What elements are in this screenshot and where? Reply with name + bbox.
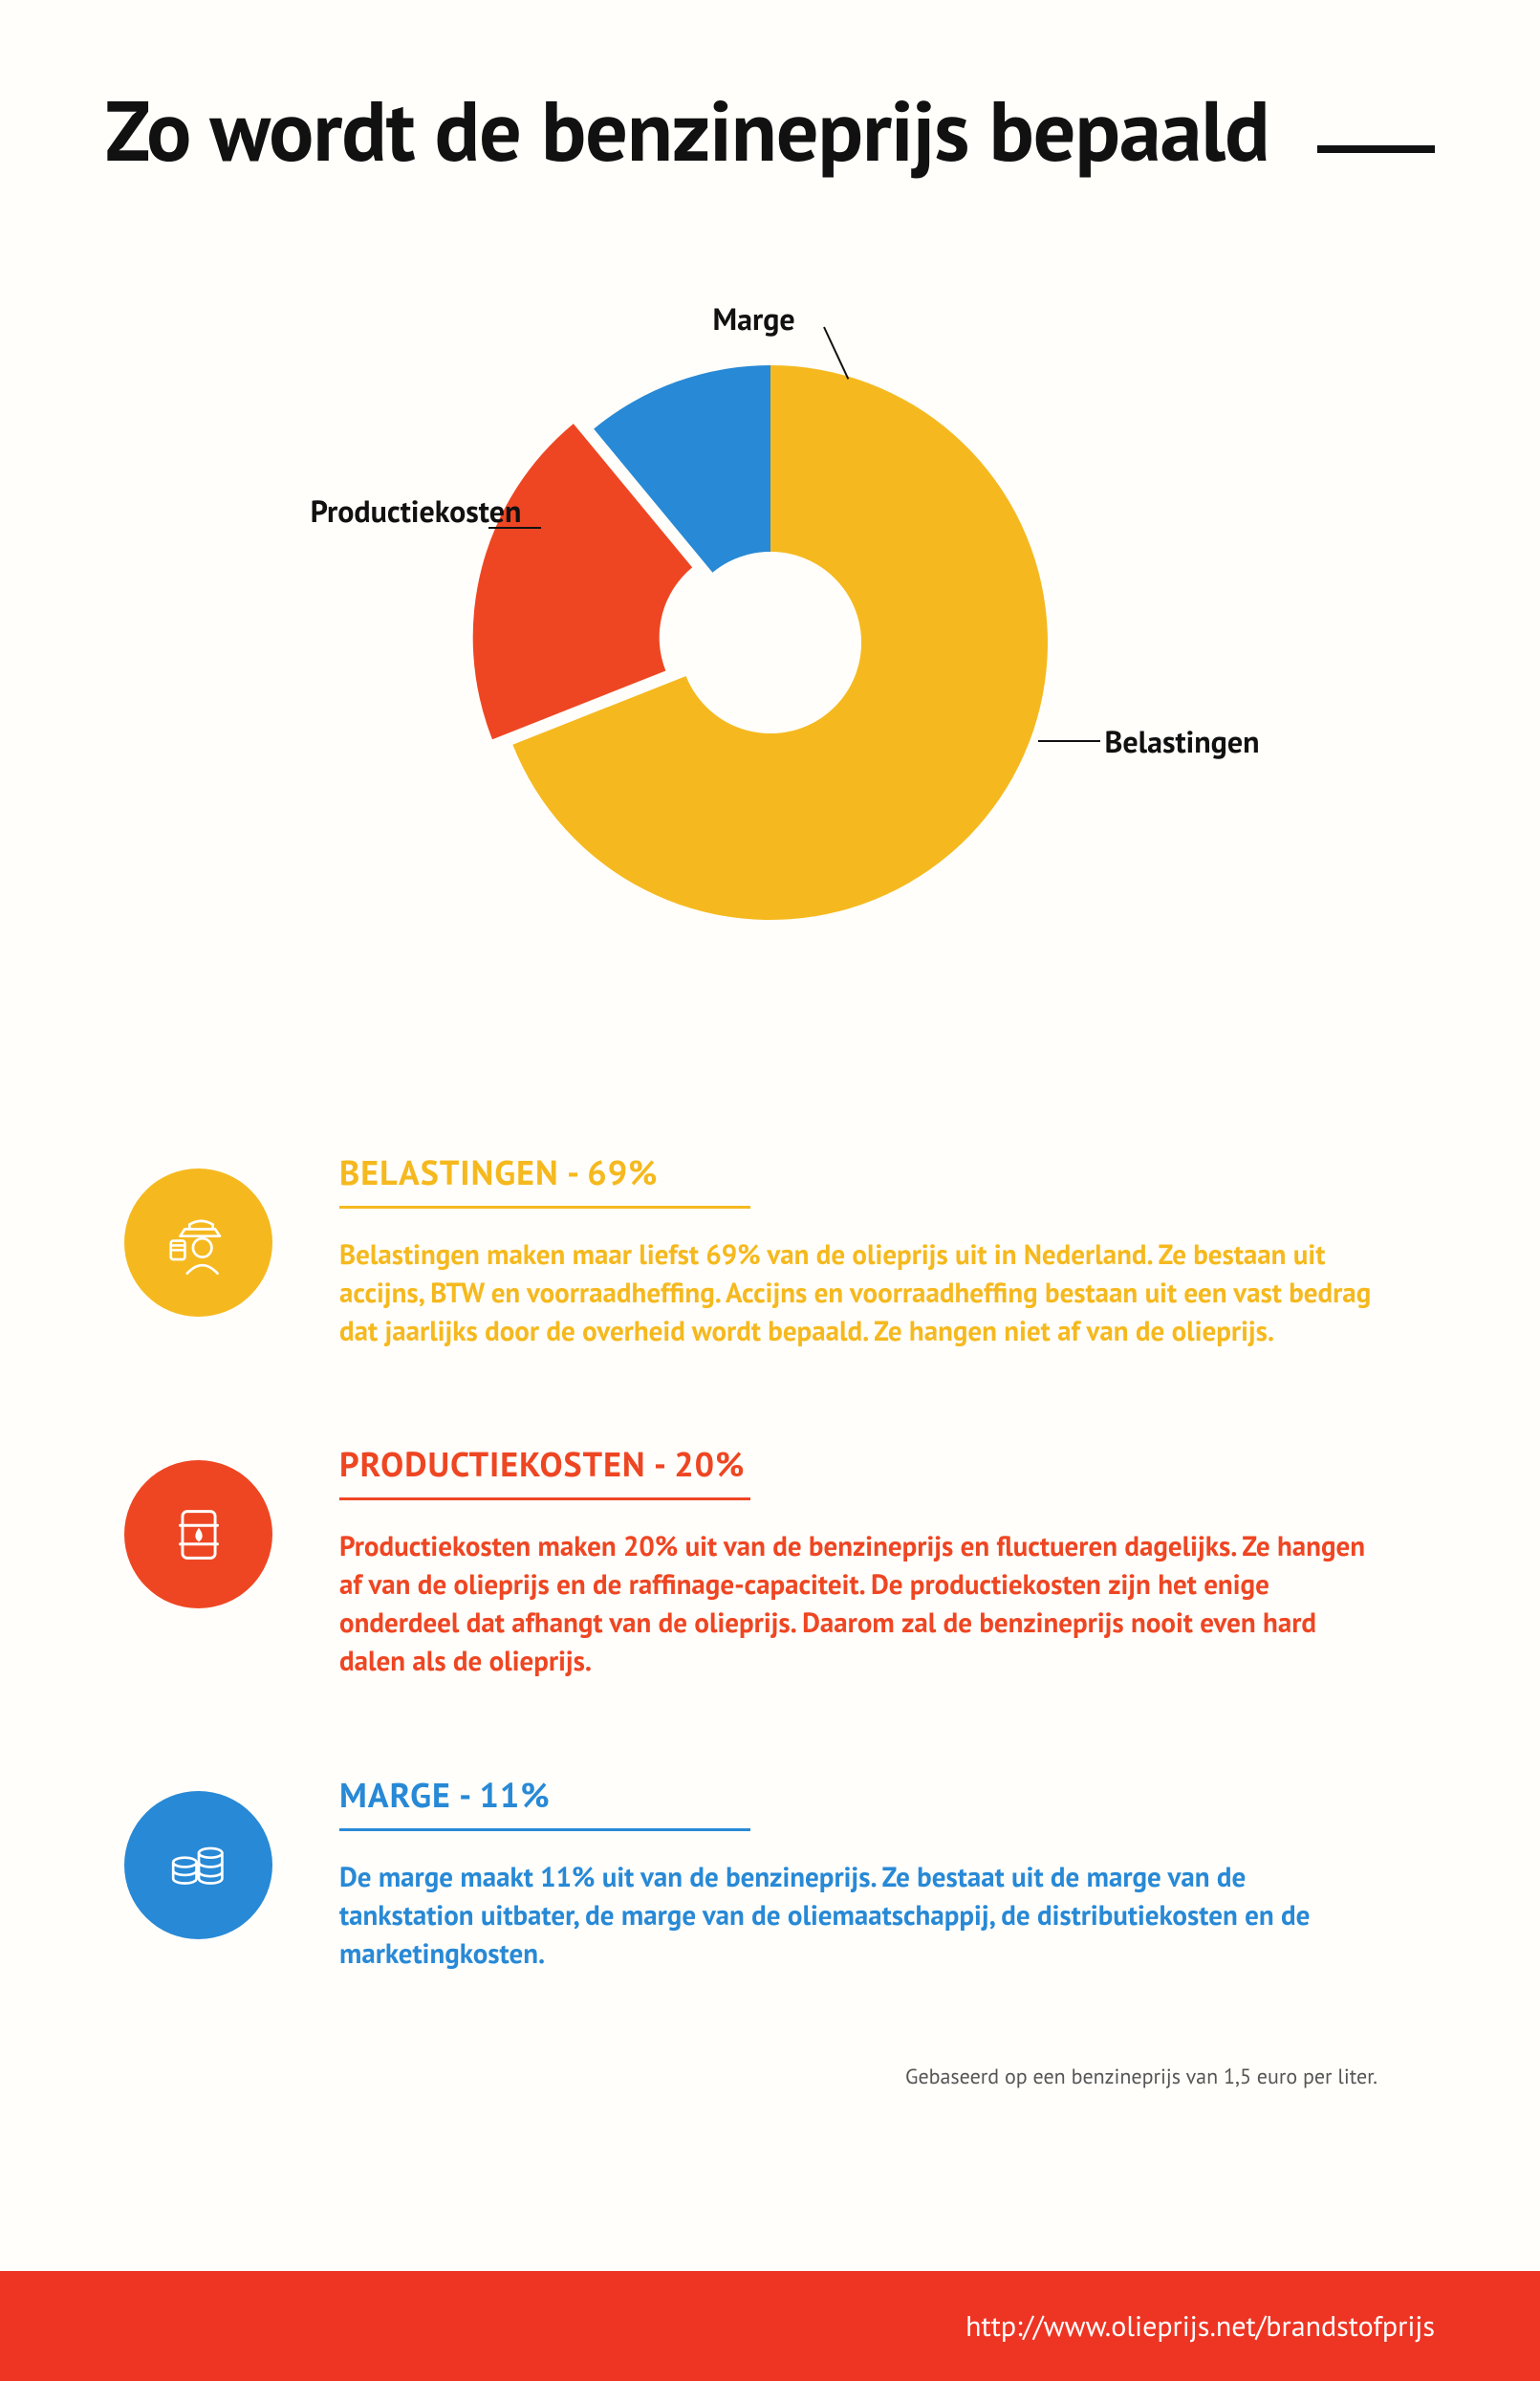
footer: http://www.olieprijs.net/brandstofprijs xyxy=(0,2271,1540,2381)
footer-url: http://www.olieprijs.net/brandstofprijs xyxy=(965,2307,1435,2345)
donut-chart: Marge Productiekosten Belastingen xyxy=(105,279,1435,1006)
section-body: MARGE - 11% De marge maakt 11% uit van d… xyxy=(339,1772,1435,1973)
section-productie: PRODUCTIEKOSTEN - 20% Productiekosten ma… xyxy=(124,1441,1435,1680)
chart-leader-productie xyxy=(488,527,541,529)
page-title: Zo wordt de benzineprijs bepaald xyxy=(105,86,1269,174)
chart-label-productie: Productiekosten xyxy=(311,491,522,531)
section-body: BELASTINGEN - 69% Belastingen maken maar… xyxy=(339,1149,1435,1350)
section-text: De marge maakt 11% uit van de benzinepri… xyxy=(339,1858,1377,1973)
section-heading: BELASTINGEN - 69% xyxy=(339,1149,1377,1194)
oil-barrel-icon xyxy=(124,1460,272,1608)
coins-stack-icon xyxy=(124,1791,272,1939)
chart-label-marge: Marge xyxy=(713,298,795,339)
page: Zo wordt de benzineprijs bepaald Marge P… xyxy=(0,0,1540,2381)
section-rule xyxy=(339,1497,750,1500)
section-belastingen: BELASTINGEN - 69% Belastingen maken maar… xyxy=(124,1149,1435,1350)
donut-svg xyxy=(455,327,1086,958)
footnote: Gebaseerd op een benzineprijs van 1,5 eu… xyxy=(105,2064,1435,2090)
section-rule xyxy=(339,1828,750,1831)
section-text: Productiekosten maken 20% uit van de ben… xyxy=(339,1527,1377,1680)
section-heading: PRODUCTIEKOSTEN - 20% xyxy=(339,1441,1377,1486)
sections: BELASTINGEN - 69% Belastingen maken maar… xyxy=(105,1149,1435,1972)
title-rule xyxy=(1317,145,1435,153)
header: Zo wordt de benzineprijs bepaald xyxy=(105,86,1435,174)
section-rule xyxy=(339,1206,750,1209)
customs-officer-icon xyxy=(124,1169,272,1317)
chart-leader-belastingen xyxy=(1038,740,1100,742)
section-body: PRODUCTIEKOSTEN - 20% Productiekosten ma… xyxy=(339,1441,1435,1680)
section-marge: MARGE - 11% De marge maakt 11% uit van d… xyxy=(124,1772,1435,1973)
section-heading: MARGE - 11% xyxy=(339,1772,1377,1817)
chart-label-belastingen: Belastingen xyxy=(1105,721,1260,761)
section-text: Belastingen maken maar liefst 69% van de… xyxy=(339,1235,1377,1350)
